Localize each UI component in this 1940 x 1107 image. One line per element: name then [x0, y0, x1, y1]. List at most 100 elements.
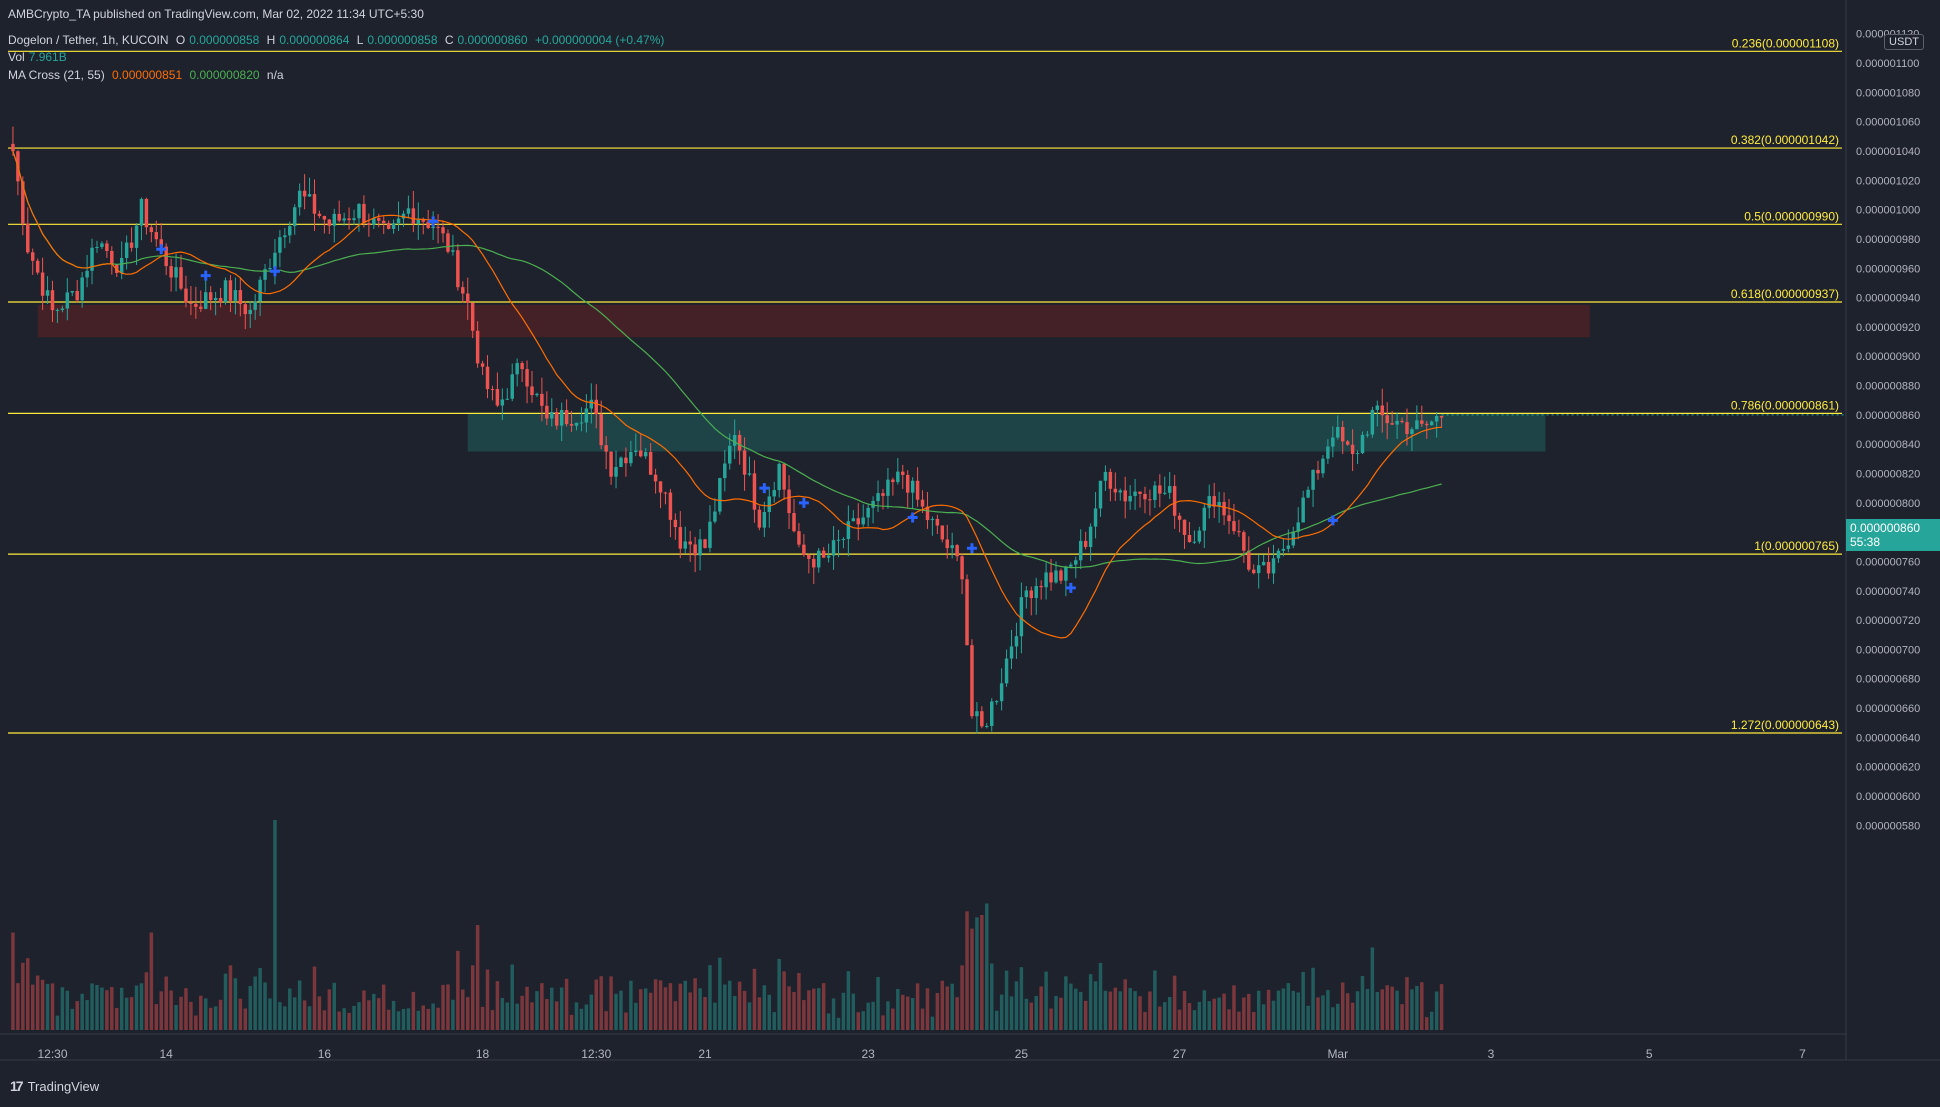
candle-body	[312, 194, 317, 214]
volume-bar	[386, 1009, 391, 1030]
candle-body	[747, 473, 752, 475]
candle-body	[925, 506, 930, 521]
candle-body	[352, 218, 356, 221]
candle-body	[441, 227, 445, 234]
volume-bar	[1336, 1003, 1340, 1030]
candle-body	[1415, 420, 1419, 430]
candle-body	[248, 309, 252, 315]
volume-bar	[965, 911, 969, 1030]
candle-body	[841, 538, 846, 540]
candle-body	[723, 463, 727, 479]
volume-bar	[490, 1010, 495, 1030]
volume-bar	[920, 1008, 925, 1030]
volume-bar	[1316, 997, 1320, 1030]
volume-bar	[673, 1001, 678, 1030]
volume-bar	[223, 973, 228, 1030]
volume-bar	[233, 978, 238, 1030]
volume-bar	[1281, 988, 1286, 1030]
volume-legend[interactable]: Vol 7.961B	[8, 50, 71, 64]
candle-body	[821, 550, 826, 558]
candle-body	[159, 239, 163, 247]
volume-bar	[70, 1008, 74, 1030]
volume-bar	[253, 976, 257, 1030]
fib-level-label: 0.618(0.000000937)	[1731, 287, 1839, 301]
candle-body	[1202, 507, 1207, 531]
volume-bar	[1326, 990, 1330, 1030]
volume-bar	[194, 1015, 198, 1030]
volume-bar	[1049, 1008, 1053, 1030]
candle-body	[218, 297, 223, 303]
candle-body	[520, 363, 524, 370]
candle-body	[802, 544, 806, 555]
volume-bar	[945, 986, 949, 1030]
fib-level-label: 0.236(0.000001108)	[1732, 36, 1839, 50]
volume-bar	[624, 1012, 628, 1030]
candle-body	[1108, 471, 1113, 489]
low-label: L	[356, 33, 364, 47]
volume-bar	[718, 957, 722, 1030]
candle-body	[1242, 532, 1246, 551]
candle-body	[357, 203, 361, 219]
volume-bar	[357, 1002, 361, 1030]
candle-body	[1355, 453, 1360, 455]
candle-body	[1331, 437, 1335, 447]
volume-bar	[609, 976, 613, 1030]
candle-body	[500, 399, 505, 406]
volume-bar	[1301, 971, 1305, 1030]
volume-bar	[500, 998, 505, 1030]
volume-bar	[470, 965, 475, 1030]
currency-unit-badge[interactable]: USDT	[1884, 34, 1924, 50]
volume-bar	[787, 986, 791, 1030]
candle-body	[787, 489, 791, 514]
candle-body	[703, 539, 707, 548]
close-label: C	[444, 33, 454, 47]
volume-bar	[75, 1001, 79, 1030]
volume-bar	[540, 983, 544, 1030]
symbol-label[interactable]: Dogelon / Tether, 1h, KUCOIN	[8, 33, 169, 47]
candle-body	[30, 252, 35, 261]
candle-body	[708, 521, 712, 548]
bar-countdown: 55:38	[1850, 535, 1881, 549]
candle-body	[273, 252, 277, 269]
candle-body	[1098, 480, 1103, 509]
candle-body	[278, 237, 282, 253]
volume-bar	[451, 999, 455, 1030]
candle-body	[970, 645, 974, 717]
volume-bar	[510, 964, 514, 1030]
ma-cross-legend[interactable]: MA Cross (21, 55) 0.000000851 0.00000082…	[8, 68, 288, 82]
volume-bar	[367, 1000, 371, 1030]
tradingview-footer[interactable]: 17 TradingView	[10, 1078, 99, 1094]
candle-body	[1227, 515, 1231, 522]
candle-body	[866, 507, 870, 518]
candle-body	[475, 330, 480, 364]
candle-body	[1138, 491, 1142, 494]
low-value: 0.000000858	[367, 33, 438, 47]
candle-body	[545, 405, 549, 419]
candle-body	[1286, 545, 1291, 549]
candle-body	[1078, 540, 1083, 561]
candle-body	[831, 540, 836, 556]
volume-bar	[283, 1006, 287, 1030]
candle-body	[1163, 492, 1167, 494]
volume-bar	[278, 1002, 282, 1030]
candle-body	[1365, 434, 1370, 436]
time-tick-label: 23	[861, 1047, 875, 1061]
candle-body	[896, 471, 900, 483]
candle-body	[772, 490, 776, 497]
candle-body	[658, 481, 663, 493]
candle-body	[1039, 586, 1043, 588]
volume-bar	[915, 983, 920, 1030]
candle-body	[881, 493, 885, 496]
volume-bar	[218, 999, 223, 1030]
candle-body	[752, 473, 757, 510]
volume-bar	[1118, 991, 1122, 1030]
candle-body	[994, 701, 999, 703]
candle-body	[1069, 564, 1073, 567]
volume-value: 7.961B	[28, 50, 67, 64]
volume-bar	[1197, 1001, 1202, 1030]
symbol-header: Dogelon / Tether, 1h, KUCOIN O 0.00000085…	[8, 33, 668, 47]
volume-bar	[629, 980, 633, 1030]
volume-bar	[1350, 1002, 1355, 1030]
